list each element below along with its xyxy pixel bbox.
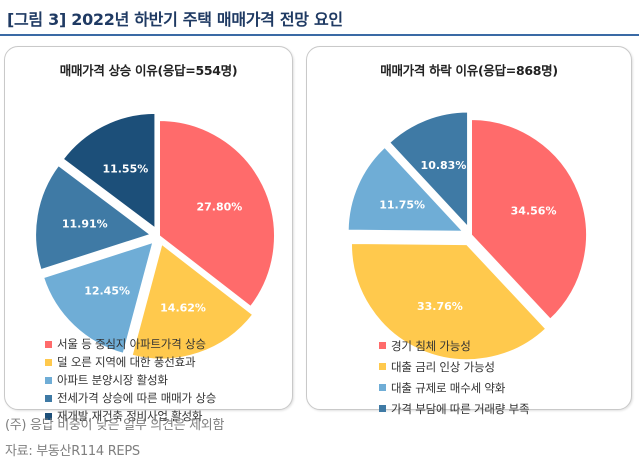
rise-slice-value-label-5: 11.55% — [102, 163, 148, 176]
rise-legend-item-1: 서울 등 중심지 아파트가격 상승 — [45, 335, 216, 353]
fall-legend-swatch-1 — [379, 342, 386, 349]
rise-legend-swatch-5 — [45, 412, 52, 420]
fall-legend-label-2: 대출 금리 인상 가능성 — [391, 359, 495, 374]
rise-legend-label-3: 아파트 분양시장 활성화 — [57, 373, 168, 387]
fall-chart-title: 매매가격 하락 이유(응답=868명) — [380, 63, 558, 78]
rise-legend-swatch-1 — [45, 340, 52, 348]
fall-legend-label-4: 가격 부담에 따른 거래량 부족 — [391, 401, 530, 416]
fall-slice-value-label-2: 33.76% — [417, 300, 463, 313]
rise-pie-slice-2 — [130, 241, 255, 361]
rise-legend-swatch-4 — [45, 394, 52, 402]
rise-pie-chart: 27.80% 14.62% 12.45% 11.91% 11.55% — [34, 111, 276, 361]
title-rule — [0, 34, 639, 36]
fall-legend-swatch-3 — [379, 384, 386, 391]
fall-reasons-panel: 매매가격 하락 이유(응답=868명) 34.56% 33.76% 11.75% 10… — [306, 46, 632, 416]
rise-chart-title: 매매가격 상승 이유(응답=554명) — [59, 63, 238, 78]
fall-pie-slice-4 — [387, 110, 470, 231]
fall-legend-label-3: 대출 규제로 매수세 약화 — [391, 380, 506, 395]
rise-legend-swatch-3 — [45, 376, 52, 384]
rise-reasons-panel: 매매가격 상승 이유(응답=554명) 27.80% 14.62% 12.45% 11… — [4, 46, 293, 423]
footnote: (주) 응답 비중이 낮은 일부 의견은 제외함 — [5, 418, 225, 433]
rise-pie-slice-3 — [41, 240, 155, 356]
fall-legend-item-1: 경기 침체 가능성 — [379, 335, 529, 356]
fall-legend-swatch-4 — [379, 405, 386, 412]
source-note: 자료: 부동산R114 REPS — [5, 444, 140, 459]
fall-legend-item-3: 대출 규제로 매수세 약화 — [379, 377, 529, 398]
rise-legend-label-5: 재개발,재건축 정비사업 활성화 — [57, 409, 203, 423]
rise-legend-label-2: 덜 오른 지역에 대한 풍선효과 — [57, 355, 196, 369]
rise-pie-slice-1 — [158, 118, 276, 309]
fall-legend-item-4: 가격 부담에 따른 거래량 부족 — [379, 398, 530, 419]
rise-slice-value-label-3: 12.45% — [84, 285, 130, 298]
rise-legend-item-2: 덜 오른 지역에 대한 풍선효과 — [45, 353, 216, 371]
rise-legend-item-4: 전세가격 상승에 따른 매매가 상승 — [45, 389, 216, 407]
figure-title: [그림 3] 2022년 하반기 주택 매매가격 전망 요인 — [7, 10, 343, 29]
fall-legend-label-1: 경기 침체 가능성 — [391, 338, 471, 353]
rise-legend-item-5: 재개발,재건축 정비사업 활성화 — [45, 407, 216, 425]
rise-legend-item-3: 아파트 분양시장 활성화 — [45, 371, 216, 389]
fall-pie-slice-1 — [470, 117, 588, 322]
rise-pie-slice-5 — [61, 111, 157, 231]
fall-pie-slice-3 — [346, 145, 466, 233]
rise-slice-value-label-1: 27.80% — [196, 200, 242, 213]
fall-pie-chart: 34.56% 33.76% 11.75% 10.83% — [346, 110, 588, 362]
rise-slice-value-label-2: 14.62% — [160, 301, 206, 314]
fall-legend-swatch-2 — [379, 363, 386, 370]
rise-legend-label-4: 전세가격 상승에 따른 매매가 상승 — [57, 391, 217, 405]
fall-slice-value-label-4: 10.83% — [421, 159, 467, 172]
fall-slice-value-label-1: 34.56% — [511, 204, 557, 217]
fall-legend-item-2: 대출 금리 인상 가능성 — [379, 356, 529, 377]
rise-legend-label-1: 서울 등 중심지 아파트가격 상승 — [57, 337, 206, 351]
rise-slice-value-label-4: 11.91% — [62, 218, 108, 231]
fall-slice-value-label-3: 11.75% — [379, 199, 425, 212]
rise-legend-swatch-2 — [45, 358, 52, 366]
rise-pie-slice-4 — [34, 163, 154, 272]
fall-pie-slice-2 — [349, 241, 548, 362]
